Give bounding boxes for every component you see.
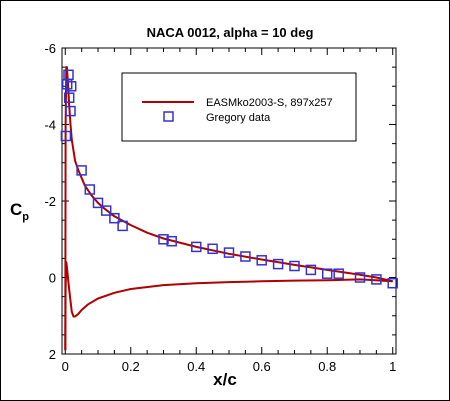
gregory-data-point [333, 268, 344, 279]
cp-line-lower [64, 261, 393, 351]
legend-marker-swatch [163, 111, 174, 122]
series-markers [60, 69, 398, 289]
x-tick-label: 0.6 [253, 359, 271, 374]
gregory-data-point [256, 255, 267, 266]
gregory-data-point [63, 92, 75, 103]
gregory-data-point [305, 264, 317, 276]
y-axis-label: Cp [10, 200, 29, 223]
gregory-data-point [321, 268, 333, 279]
gregory-data-point [60, 130, 72, 142]
gregory-data-point [65, 81, 77, 92]
gregory-data-point [207, 243, 218, 255]
gregory-data-point [166, 235, 177, 247]
gregory-data-point [109, 212, 120, 224]
gregory-data-point [100, 205, 112, 216]
gregory-data-point [76, 165, 87, 176]
gregory-data-point [191, 241, 202, 253]
gregory-data-point [387, 277, 398, 289]
gregory-data-point [354, 272, 366, 283]
gregory-data-point [65, 105, 76, 117]
y-tick-label: -2 [44, 194, 56, 209]
y-tick-label: -4 [44, 118, 56, 133]
y-tick-label: 0 [49, 271, 56, 286]
x-tick-label: 0.4 [187, 359, 205, 374]
legend-label-gregory: Gregory data [206, 112, 271, 124]
gregory-data-point [84, 184, 96, 195]
x-tick-label: 0.8 [318, 359, 336, 374]
y-axis-label-main: C [10, 200, 22, 219]
x-tick-labels: 0 0.2 0.4 0.6 0.8 1 [62, 359, 397, 374]
y-axis-label-subscript: p [22, 211, 29, 223]
y-tick-label: 2 [49, 347, 56, 362]
gregory-data-point [371, 274, 382, 285]
gregory-data-point [272, 258, 284, 270]
x-tick-label: 0.2 [122, 359, 140, 374]
gregory-data-point [289, 260, 300, 272]
gregory-data-point [92, 197, 104, 209]
y-tick-labels: -6 -4 -2 0 2 [44, 41, 56, 362]
gregory-data-point [240, 251, 251, 262]
legend-box [121, 72, 357, 142]
gregory-data-point [223, 247, 235, 258]
gregory-data-point [158, 234, 169, 245]
legend-label-easm: EASMko2003-S, 897x257 [206, 97, 333, 109]
x-tick-label: 0 [62, 359, 69, 374]
x-tick-label: 1 [389, 359, 396, 374]
gregory-data-point [63, 69, 74, 81]
legend: EASMko2003-S, 897x257 Gregory data [121, 72, 357, 142]
x-axis-label: x/c [213, 370, 237, 389]
chart-title: NACA 0012, alpha = 10 deg [147, 25, 314, 40]
gregory-data-point [117, 220, 128, 232]
y-tick-label: -6 [44, 41, 56, 56]
